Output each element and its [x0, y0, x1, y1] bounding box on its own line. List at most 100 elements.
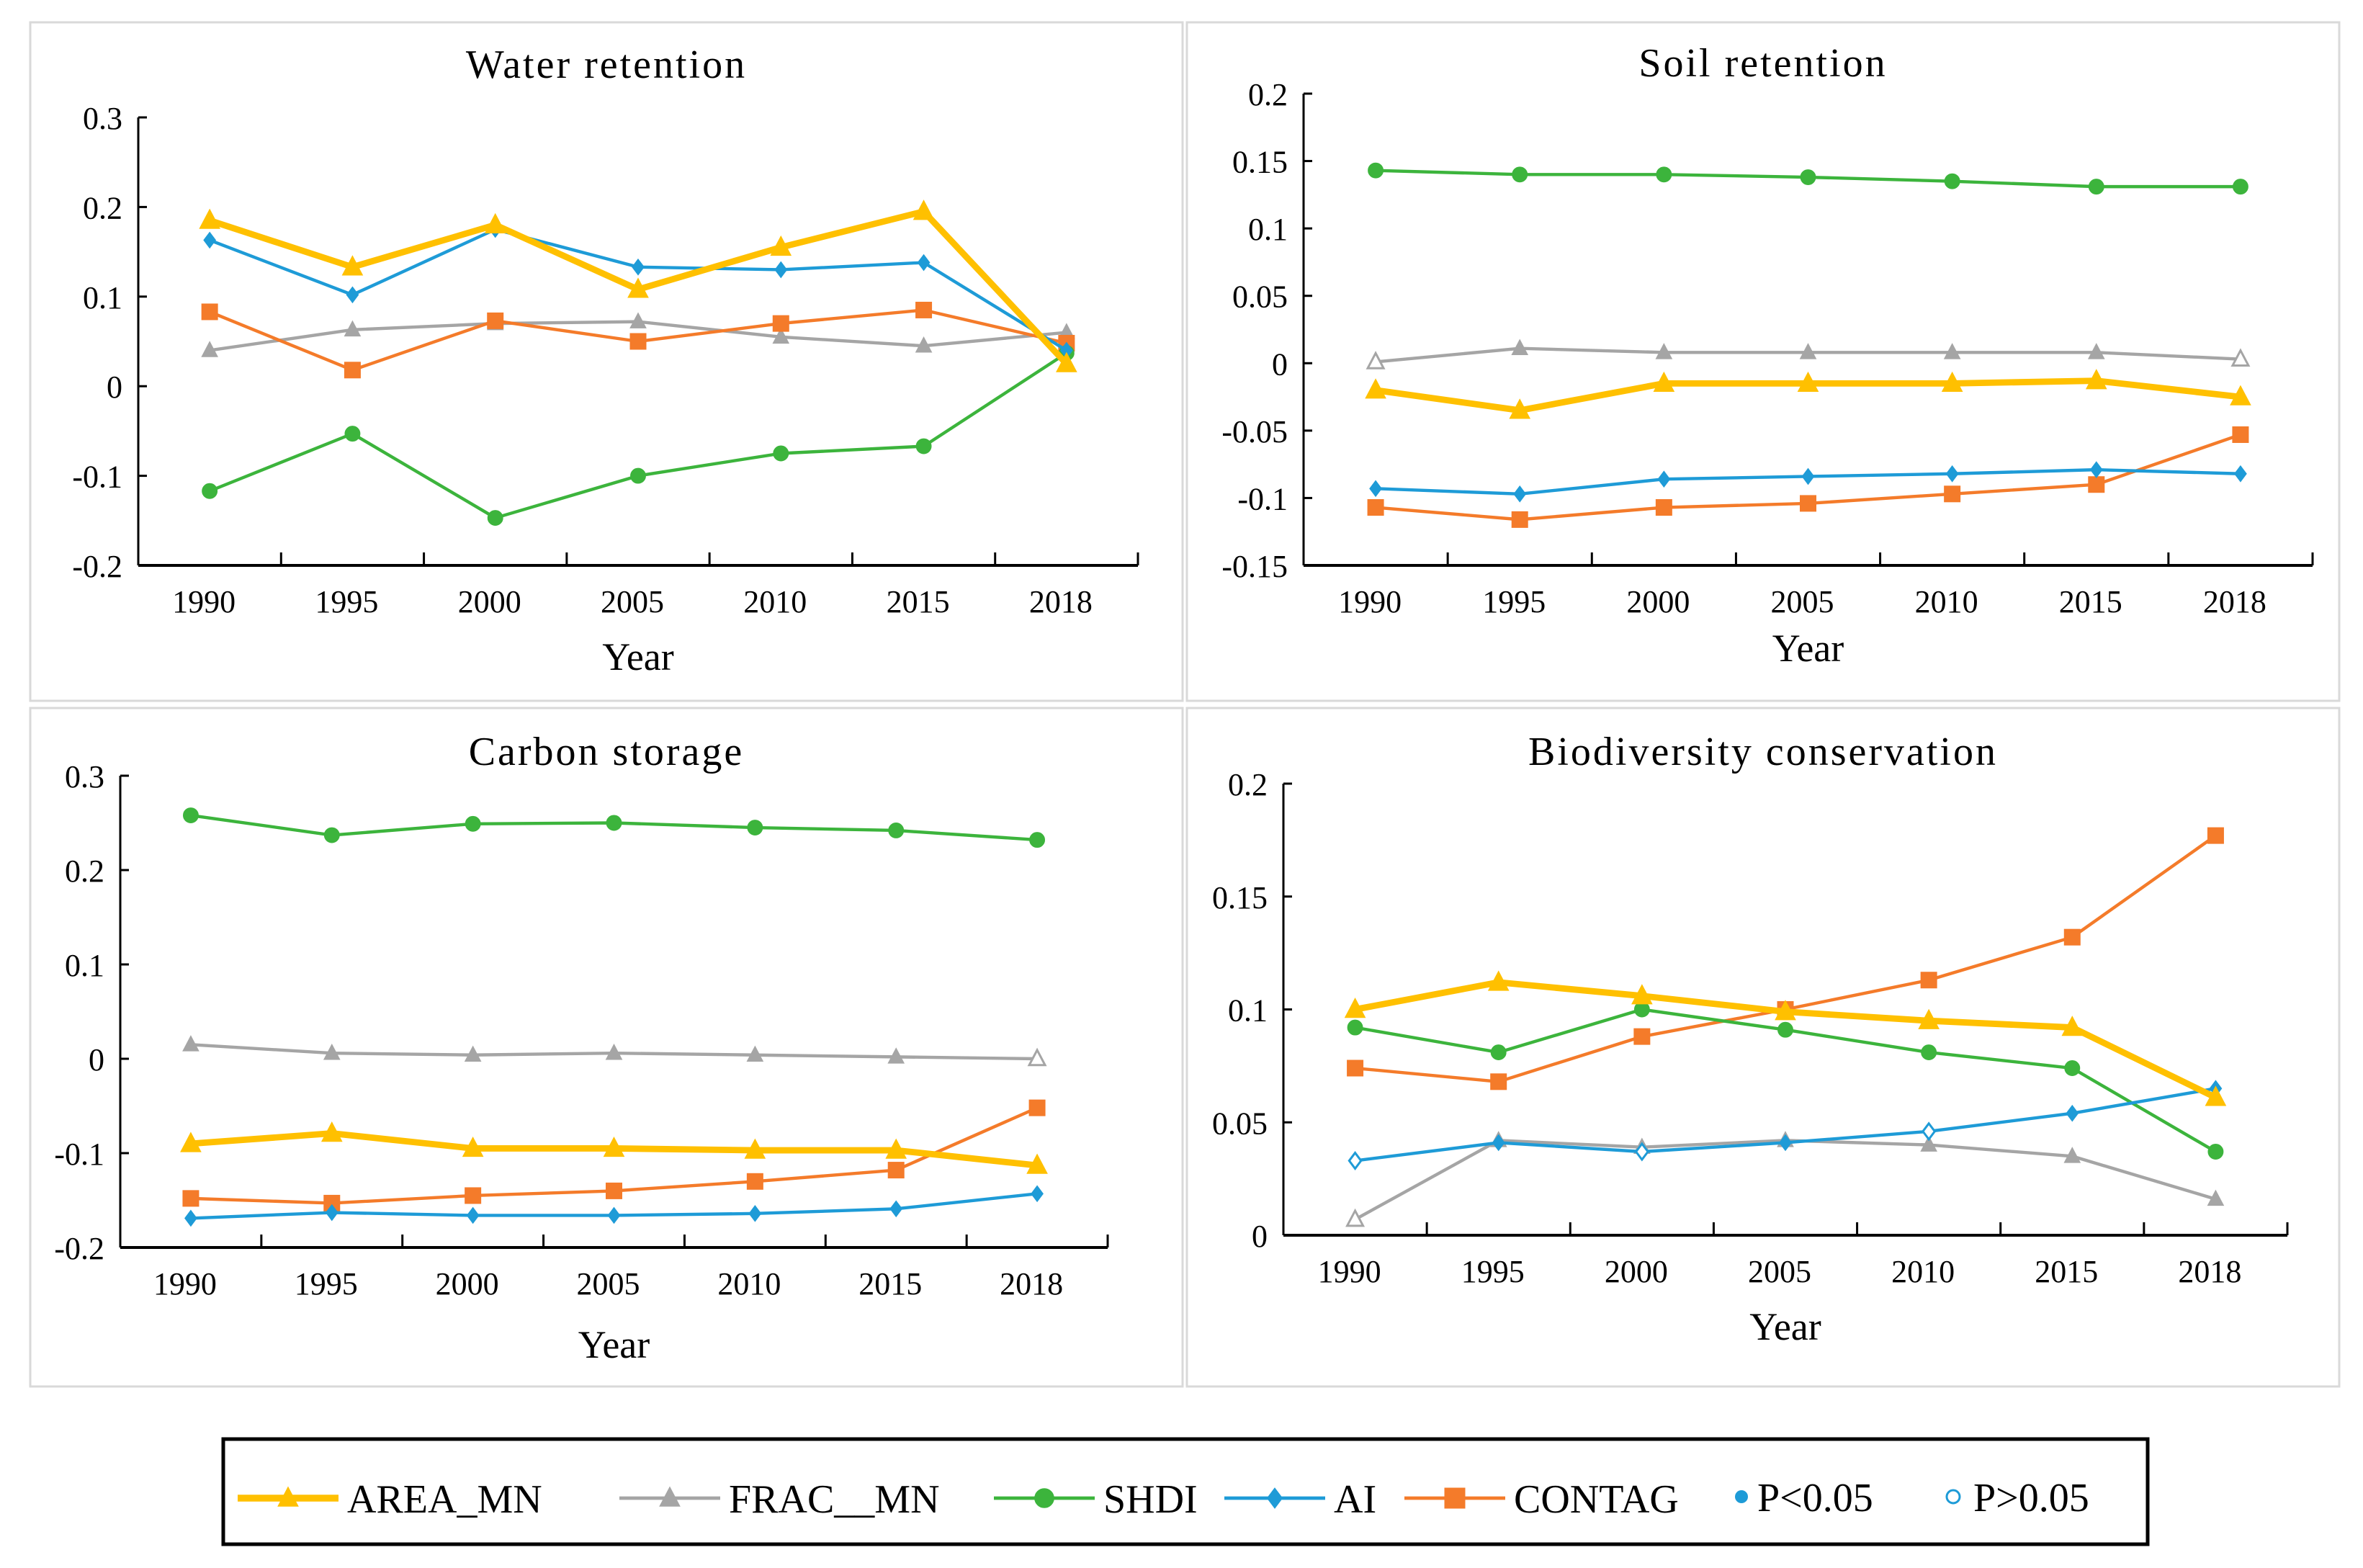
data-point [464, 1045, 482, 1062]
data-point [2089, 461, 2103, 478]
data-point [1921, 1044, 1937, 1061]
data-point [2232, 426, 2249, 443]
x-tick-label: 2000 [1605, 1254, 1668, 1289]
x-tick-label: 2010 [1891, 1254, 1955, 1289]
data-point [1347, 1019, 1363, 1036]
y-tick-label: 0.2 [1228, 767, 1268, 802]
x-tick-label: 1990 [1318, 1254, 1381, 1289]
data-point [889, 1200, 903, 1218]
y-tick-label: -0.1 [54, 1137, 104, 1172]
data-point [1657, 470, 1671, 488]
data-point [913, 200, 935, 220]
chart-panel: Water retention -0.2 -0.1 0 0.1 0.2 0.3 1990 199… [29, 21, 1184, 702]
data-point [915, 336, 933, 353]
x-axis-label: Year [1772, 627, 1844, 670]
data-point [2088, 476, 2105, 493]
data-point [1797, 371, 1819, 393]
series-ai [203, 220, 1073, 359]
x-tick-label: 2015 [858, 1266, 922, 1302]
series-contag [1367, 426, 2249, 528]
data-point [344, 426, 361, 442]
data-point [1941, 371, 1963, 393]
series-ai [184, 1185, 1044, 1227]
data-point [630, 467, 646, 484]
legend-item: AREA_MN [238, 1477, 542, 1522]
x-tick-label: 2015 [2059, 584, 2122, 619]
y-tick-label: -0.15 [1221, 549, 1288, 584]
legend-marker-icon [277, 1486, 299, 1507]
data-point [2207, 1189, 2225, 1206]
data-point [915, 301, 933, 318]
y-tick-label: 0.05 [1212, 1106, 1268, 1141]
x-tick-label: 2005 [1748, 1254, 1811, 1289]
data-point [1028, 1099, 1046, 1116]
data-point [2066, 1104, 2079, 1122]
legend-marker-icon [1034, 1488, 1054, 1508]
x-tick-label: 2000 [1626, 584, 1690, 619]
series-area-mn [1365, 369, 2251, 419]
chart-title: Water retention [466, 42, 747, 87]
y-tick-label: 0.1 [1228, 993, 1268, 1029]
data-point [1655, 343, 1673, 359]
series-shdi [182, 807, 1046, 848]
y-tick-label: 0 [107, 369, 122, 405]
data-point [203, 231, 217, 249]
data-point [1512, 166, 1528, 183]
x-axis-label: Year [578, 1323, 650, 1366]
y-tick-label: 0.3 [65, 759, 104, 794]
y-tick-label: -0.1 [72, 460, 122, 495]
data-point [606, 815, 622, 831]
data-point [1367, 499, 1384, 516]
legend-marker-icon [1266, 1487, 1283, 1509]
data-point [346, 286, 359, 304]
legend-box [221, 1437, 2150, 1546]
data-point [632, 258, 645, 276]
data-point [1779, 1134, 1792, 1152]
data-point [603, 1136, 625, 1157]
series-frac-mn [182, 1035, 1047, 1067]
x-tick-label: 1990 [172, 584, 236, 619]
y-tick-label: 0.2 [83, 190, 122, 225]
data-point [629, 333, 647, 350]
panel-frame [1185, 707, 2341, 1388]
x-axis-label: Year [1749, 1305, 1821, 1348]
data-point [1490, 1073, 1507, 1090]
data-point [180, 1132, 202, 1152]
y-tick-label: 0.15 [1232, 145, 1288, 180]
data-point [1490, 1044, 1507, 1061]
data-point [1655, 499, 1672, 516]
legend-label: AREA_MN [347, 1477, 542, 1522]
data-point [1347, 1059, 1364, 1077]
data-point [2207, 827, 2224, 844]
data-point [2061, 1016, 2084, 1036]
data-point [1344, 998, 1366, 1018]
data-point [1634, 1142, 1649, 1162]
data-point [202, 483, 218, 499]
data-point [1945, 465, 1959, 483]
data-point [462, 1136, 484, 1157]
x-tick-label: 1990 [153, 1266, 217, 1302]
y-tick-label: 0.3 [83, 101, 122, 136]
series-contag [201, 301, 1075, 379]
data-point [1943, 343, 1961, 359]
data-point [1345, 1208, 1366, 1227]
data-point [744, 1138, 766, 1159]
y-tick-label: 0.05 [1232, 279, 1288, 315]
data-point [2087, 343, 2105, 359]
data-point [323, 1043, 341, 1060]
data-point [606, 1182, 622, 1199]
data-point [1509, 398, 1531, 419]
y-tick-label: 0.1 [65, 948, 104, 983]
x-tick-label: 2015 [887, 584, 950, 619]
y-tick-label: -0.2 [54, 1231, 104, 1266]
data-point [748, 1205, 762, 1222]
data-point [487, 312, 504, 329]
x-tick-label: 2005 [1771, 584, 1834, 619]
data-point [887, 1162, 905, 1179]
x-tick-label: 1995 [1482, 584, 1546, 619]
data-point [607, 1206, 621, 1224]
data-point [1800, 495, 1816, 512]
data-point [2063, 928, 2081, 946]
series-area-mn [180, 1121, 1048, 1174]
data-point [199, 208, 220, 229]
